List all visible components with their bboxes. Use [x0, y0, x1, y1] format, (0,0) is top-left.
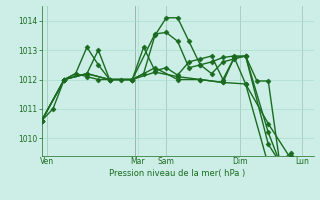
- X-axis label: Pression niveau de la mer( hPa ): Pression niveau de la mer( hPa ): [109, 169, 246, 178]
